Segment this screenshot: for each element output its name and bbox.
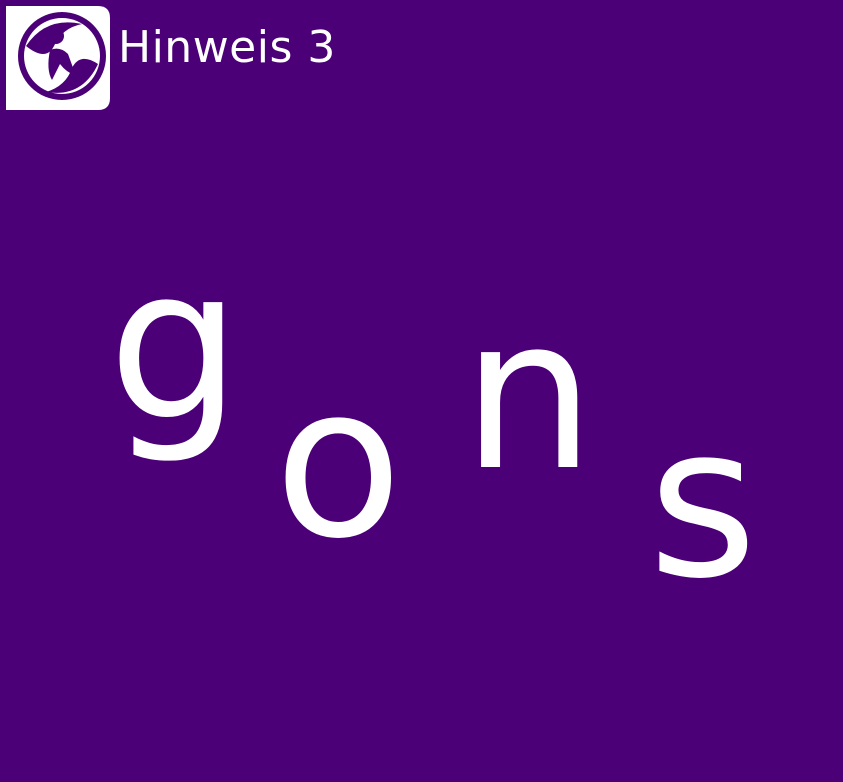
puzzle-letter: n	[462, 272, 596, 517]
page-title: Hinweis 3	[118, 22, 336, 73]
header: Hinweis 3	[0, 0, 843, 112]
figure-logo-icon	[6, 6, 110, 110]
puzzle-letter: s	[648, 380, 758, 625]
puzzle-letter: g	[108, 222, 242, 467]
puzzle-letter: o	[274, 340, 403, 585]
